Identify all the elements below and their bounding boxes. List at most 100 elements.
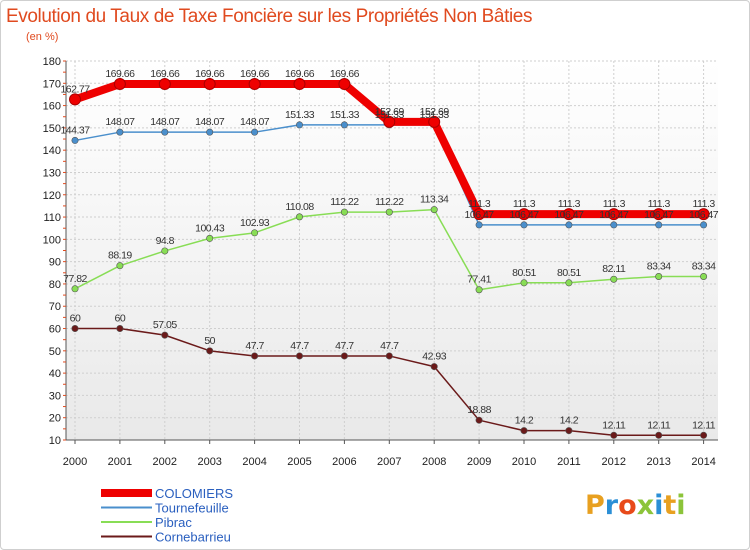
logo-letter: x	[636, 490, 655, 521]
data-point-tournefeuille	[206, 128, 214, 136]
y-tick-label: 180	[43, 56, 61, 68]
data-label-cornebarrieu: 50	[204, 335, 215, 347]
axes-layer: 1020304050607080901001101201301401501601…	[43, 56, 718, 468]
data-point-cornebarrieu	[610, 431, 618, 439]
data-point-colomiers	[562, 208, 575, 221]
data-label-pibrac: 82.11	[602, 263, 626, 275]
legend-label-tournefeuille: Tournefeuille	[155, 501, 229, 516]
data-point-colomiers	[203, 78, 216, 91]
logo-letter: r	[604, 490, 619, 521]
data-point-pibrac	[116, 262, 124, 270]
y-tick-label: 40	[49, 368, 61, 380]
data-label-cornebarrieu: 47.7	[245, 340, 264, 352]
y-tick-label: 20	[49, 413, 61, 425]
y-tick-label: 50	[49, 346, 61, 358]
data-point-tournefeuille	[610, 221, 618, 229]
data-label-tournefeuille: 106.47	[644, 209, 674, 221]
data-point-pibrac	[295, 213, 303, 221]
data-label-colomiers: 111.3	[468, 198, 491, 210]
data-label-tournefeuille: 151.33	[420, 109, 450, 121]
x-tick-label: 2011	[557, 456, 581, 468]
data-label-tournefeuille: 144.37	[60, 124, 90, 136]
x-tick-label: 2010	[512, 456, 536, 468]
data-label-colomiers: 111.3	[692, 198, 715, 210]
x-tick-label: 2006	[332, 456, 356, 468]
data-point-pibrac	[700, 272, 708, 280]
x-tick-label: 2009	[467, 456, 491, 468]
data-label-tournefeuille: 106.47	[554, 209, 584, 221]
data-label-cornebarrieu: 47.7	[380, 340, 399, 352]
data-label-pibrac: 110.08	[285, 201, 314, 213]
series-layer	[69, 78, 710, 439]
data-label-cornebarrieu: 12.11	[647, 419, 671, 431]
y-tick-label: 160	[43, 101, 61, 113]
y-tick-label: 100	[43, 234, 61, 246]
data-label-pibrac: 94.8	[156, 235, 175, 247]
data-label-tournefeuille: 151.33	[330, 109, 360, 121]
y-tick-label: 150	[43, 123, 61, 135]
data-label-tournefeuille: 151.33	[285, 109, 315, 121]
data-point-colomiers	[293, 78, 306, 91]
data-label-cornebarrieu: 12.11	[692, 419, 716, 431]
data-point-colomiers	[158, 78, 171, 91]
logo-letter: i	[654, 490, 664, 521]
data-label-pibrac: 88.19	[108, 250, 132, 262]
data-label-cornebarrieu: 42.93	[422, 351, 446, 363]
data-point-cornebarrieu	[700, 431, 708, 439]
data-label-colomiers: 169.66	[150, 68, 180, 80]
data-point-cornebarrieu	[295, 352, 303, 360]
y-tick-label: 130	[43, 167, 61, 179]
data-point-cornebarrieu	[71, 325, 79, 333]
data-point-tournefeuille	[251, 128, 259, 136]
data-label-cornebarrieu: 47.7	[290, 340, 309, 352]
data-label-colomiers: 111.3	[648, 198, 671, 210]
data-point-colomiers	[338, 78, 351, 91]
data-label-colomiers: 169.66	[285, 68, 315, 80]
x-tick-label: 2007	[377, 456, 401, 468]
data-label-colomiers: 162.77	[60, 83, 90, 95]
data-point-cornebarrieu	[475, 416, 483, 424]
data-label-tournefeuille: 148.07	[150, 116, 180, 128]
data-point-colomiers	[69, 93, 81, 106]
data-label-tournefeuille: 106.47	[465, 209, 495, 221]
data-label-cornebarrieu: 12.11	[602, 419, 626, 431]
y-tick-label: 80	[49, 279, 61, 291]
data-point-pibrac	[340, 208, 348, 216]
data-point-pibrac	[385, 208, 393, 216]
data-point-cornebarrieu	[251, 352, 259, 360]
data-point-pibrac	[520, 279, 528, 287]
data-point-pibrac	[565, 279, 573, 287]
data-label-pibrac: 102.93	[240, 217, 270, 229]
y-tick-label: 70	[49, 301, 61, 313]
data-point-colomiers	[113, 78, 126, 91]
data-label-tournefeuille: 106.47	[599, 209, 629, 221]
y-tick-label: 30	[49, 390, 61, 402]
x-tick-label: 2004	[242, 456, 266, 468]
legend-label-cornebarrieu: Cornebarrieu	[155, 530, 231, 545]
data-point-cornebarrieu	[430, 363, 438, 371]
data-label-tournefeuille: 148.07	[240, 116, 270, 128]
data-point-cornebarrieu	[655, 431, 663, 439]
data-label-pibrac: 83.34	[647, 260, 671, 272]
data-point-tournefeuille	[340, 121, 348, 129]
data-label-pibrac: 77.82	[63, 273, 87, 285]
data-point-cornebarrieu	[340, 352, 348, 360]
data-point-cornebarrieu	[161, 331, 169, 339]
data-label-cornebarrieu: 47.7	[335, 340, 354, 352]
data-label-cornebarrieu: 60	[115, 313, 126, 325]
data-label-pibrac: 112.22	[375, 196, 404, 208]
data-point-pibrac	[610, 275, 618, 283]
data-point-tournefeuille	[475, 221, 483, 229]
data-point-tournefeuille	[71, 136, 79, 144]
data-label-pibrac: 113.34	[420, 194, 449, 206]
x-tick-label: 2002	[153, 456, 177, 468]
data-label-tournefeuille: 151.33	[375, 109, 405, 121]
data-label-cornebarrieu: 18.88	[467, 404, 491, 416]
y-tick-label: 90	[49, 257, 61, 269]
chart-unit-label: (en %)	[26, 31, 59, 43]
y-tick-label: 170	[43, 78, 61, 90]
logo-letter: P	[585, 490, 605, 521]
data-label-colomiers: 111.3	[513, 198, 536, 210]
data-point-cornebarrieu	[116, 325, 124, 333]
